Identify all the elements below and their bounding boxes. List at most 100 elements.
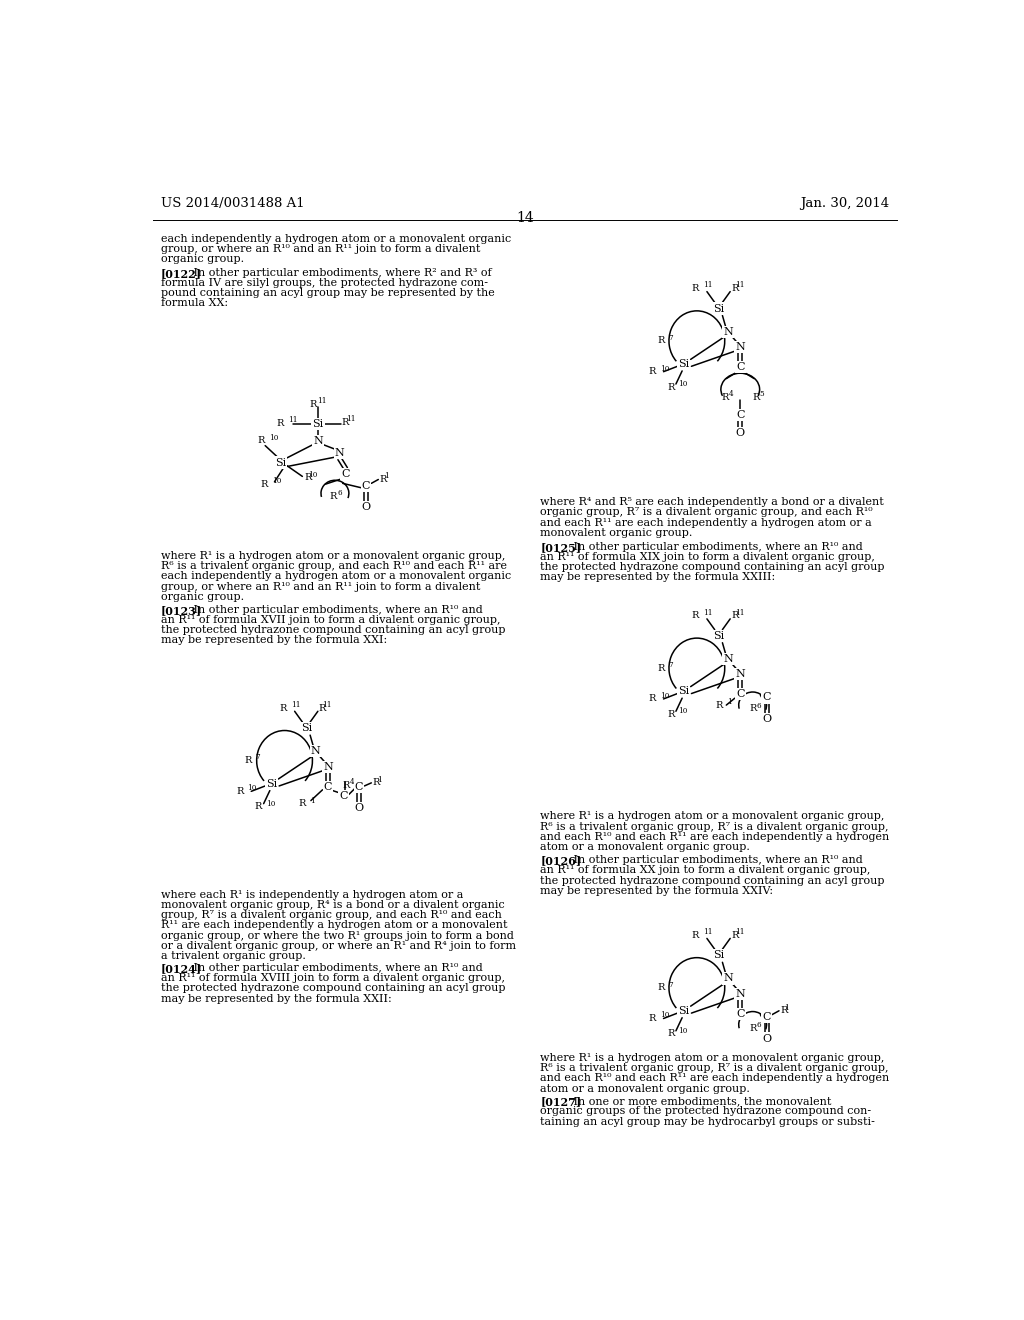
Text: organic group.: organic group. — [161, 591, 244, 602]
Text: may be represented by the formula XXI:: may be represented by the formula XXI: — [161, 635, 387, 645]
Text: R: R — [749, 705, 757, 713]
Text: In one or more embodiments, the monovalent: In one or more embodiments, the monovale… — [562, 1096, 831, 1106]
Text: R: R — [258, 437, 265, 445]
Text: and each R¹⁰ and each R¹¹ are each independently a hydrogen: and each R¹⁰ and each R¹¹ are each indep… — [541, 832, 890, 842]
Text: R: R — [657, 983, 665, 993]
Text: R: R — [373, 779, 380, 787]
Text: R¹¹ are each independently a hydrogen atom or a monovalent: R¹¹ are each independently a hydrogen at… — [161, 920, 507, 931]
Text: 10: 10 — [659, 692, 669, 700]
Text: an R¹¹ of formula XIX join to form a divalent organic group,: an R¹¹ of formula XIX join to form a div… — [541, 552, 876, 562]
Text: R: R — [780, 1006, 787, 1015]
Text: R: R — [648, 367, 655, 376]
Text: where R¹ is a hydrogen atom or a monovalent organic group,: where R¹ is a hydrogen atom or a monoval… — [541, 1053, 885, 1063]
Text: 5: 5 — [760, 389, 764, 399]
Text: In other particular embodiments, where an R¹⁰ and: In other particular embodiments, where a… — [183, 605, 482, 615]
Text: C: C — [354, 781, 364, 792]
Text: Si: Si — [713, 950, 724, 961]
Text: the protected hydrazone compound containing an acyl group: the protected hydrazone compound contain… — [161, 626, 505, 635]
Text: formula IV are silyl groups, the protected hydrazone com-: formula IV are silyl groups, the protect… — [161, 279, 487, 288]
Text: monovalent organic group, R⁴ is a bond or a divalent organic: monovalent organic group, R⁴ is a bond o… — [161, 900, 504, 909]
Text: 11: 11 — [703, 928, 713, 936]
Text: formula XX:: formula XX: — [161, 298, 227, 309]
Text: Si: Si — [275, 458, 287, 467]
Text: R: R — [280, 704, 287, 713]
Text: R⁶ is a trivalent organic group, R⁷ is a divalent organic group,: R⁶ is a trivalent organic group, R⁷ is a… — [541, 821, 889, 832]
Text: O: O — [361, 502, 371, 512]
Text: 10: 10 — [678, 708, 688, 715]
Text: [0124]: [0124] — [161, 964, 202, 974]
Text: R: R — [237, 787, 244, 796]
Text: [0123]: [0123] — [161, 605, 202, 616]
Text: 6: 6 — [757, 702, 761, 710]
Text: atom or a monovalent organic group.: atom or a monovalent organic group. — [541, 842, 751, 851]
Text: [0122]: [0122] — [161, 268, 202, 279]
Text: R⁶ is a trivalent organic group, and each R¹⁰ and each R¹¹ are: R⁶ is a trivalent organic group, and eac… — [161, 561, 507, 572]
Text: 11: 11 — [735, 609, 744, 616]
Text: 10: 10 — [272, 477, 282, 484]
Text: each independently a hydrogen atom or a monovalent organic: each independently a hydrogen atom or a … — [161, 572, 511, 581]
Text: US 2014/0031488 A1: US 2014/0031488 A1 — [161, 197, 304, 210]
Text: [0126]: [0126] — [541, 855, 582, 866]
Text: O: O — [762, 714, 771, 723]
Text: R: R — [261, 479, 268, 488]
Text: C: C — [762, 693, 771, 702]
Text: an R¹¹ of formula XVII join to form a divalent organic group,: an R¹¹ of formula XVII join to form a di… — [161, 615, 500, 626]
Text: Si: Si — [678, 686, 689, 696]
Text: Si: Si — [678, 359, 689, 370]
Text: C: C — [324, 781, 332, 792]
Text: R: R — [716, 701, 723, 710]
Text: where R¹ is a hydrogen atom or a monovalent organic group,: where R¹ is a hydrogen atom or a monoval… — [541, 812, 885, 821]
Text: organic group.: organic group. — [161, 255, 244, 264]
Text: R⁶ is a trivalent organic group, R⁷ is a divalent organic group,: R⁶ is a trivalent organic group, R⁷ is a… — [541, 1064, 889, 1073]
Text: C: C — [762, 1012, 771, 1022]
Text: In other particular embodiments, where an R¹⁰ and: In other particular embodiments, where a… — [183, 964, 482, 973]
Text: 1: 1 — [784, 1003, 790, 1011]
Text: 6: 6 — [337, 490, 342, 498]
Text: a trivalent organic group.: a trivalent organic group. — [161, 950, 305, 961]
Text: C: C — [736, 1008, 744, 1019]
Text: 1: 1 — [384, 473, 388, 480]
Text: In other particular embodiments, where an R¹⁰ and: In other particular embodiments, where a… — [562, 543, 862, 552]
Text: R: R — [731, 284, 738, 293]
Text: R: R — [330, 492, 337, 500]
Text: [0125]: [0125] — [541, 543, 582, 553]
Text: the protected hydrazone compound containing an acyl group: the protected hydrazone compound contain… — [541, 562, 885, 572]
Text: N: N — [335, 449, 344, 458]
Text: Si: Si — [713, 631, 724, 640]
Text: group, R⁷ is a divalent organic group, and each R¹⁰ and each: group, R⁷ is a divalent organic group, a… — [161, 911, 502, 920]
Text: pound containing an acyl group may be represented by the: pound containing an acyl group may be re… — [161, 288, 495, 298]
Text: Si: Si — [713, 304, 724, 314]
Text: N: N — [324, 762, 333, 772]
Text: atom or a monovalent organic group.: atom or a monovalent organic group. — [541, 1084, 751, 1094]
Text: organic group, or where the two R¹ groups join to form a bond: organic group, or where the two R¹ group… — [161, 931, 513, 941]
Text: N: N — [735, 989, 745, 999]
Text: may be represented by the formula XXIII:: may be represented by the formula XXIII: — [541, 573, 775, 582]
Text: 11: 11 — [323, 701, 332, 709]
Text: N: N — [735, 342, 745, 352]
Text: C: C — [361, 480, 370, 491]
Text: where R⁴ and R⁵ are each independently a bond or a divalent: where R⁴ and R⁵ are each independently a… — [541, 498, 884, 507]
Text: R: R — [731, 931, 738, 940]
Text: organic groups of the protected hydrazone compound con-: organic groups of the protected hydrazon… — [541, 1106, 871, 1117]
Text: R: R — [380, 475, 387, 484]
Text: 1: 1 — [377, 776, 382, 784]
Text: R: R — [692, 931, 699, 940]
Text: may be represented by the formula XXII:: may be represented by the formula XXII: — [161, 994, 391, 1003]
Text: 10: 10 — [266, 800, 275, 808]
Text: R: R — [721, 392, 728, 401]
Text: 10: 10 — [659, 364, 669, 372]
Text: 10: 10 — [308, 471, 317, 479]
Text: Jan. 30, 2014: Jan. 30, 2014 — [800, 197, 889, 210]
Text: N: N — [723, 973, 733, 983]
Text: 1: 1 — [310, 796, 314, 805]
Text: 7: 7 — [669, 981, 673, 989]
Text: the protected hydrazone compound containing an acyl group: the protected hydrazone compound contain… — [541, 875, 885, 886]
Text: Si: Si — [266, 779, 278, 788]
Text: or a divalent organic group, or where an R¹ and R⁴ join to form: or a divalent organic group, or where an… — [161, 941, 516, 950]
Text: R: R — [309, 400, 316, 408]
Text: R: R — [648, 1014, 655, 1023]
Text: C: C — [736, 409, 744, 420]
Text: 1: 1 — [727, 698, 732, 706]
Text: 11: 11 — [317, 397, 327, 405]
Text: R: R — [255, 803, 262, 812]
